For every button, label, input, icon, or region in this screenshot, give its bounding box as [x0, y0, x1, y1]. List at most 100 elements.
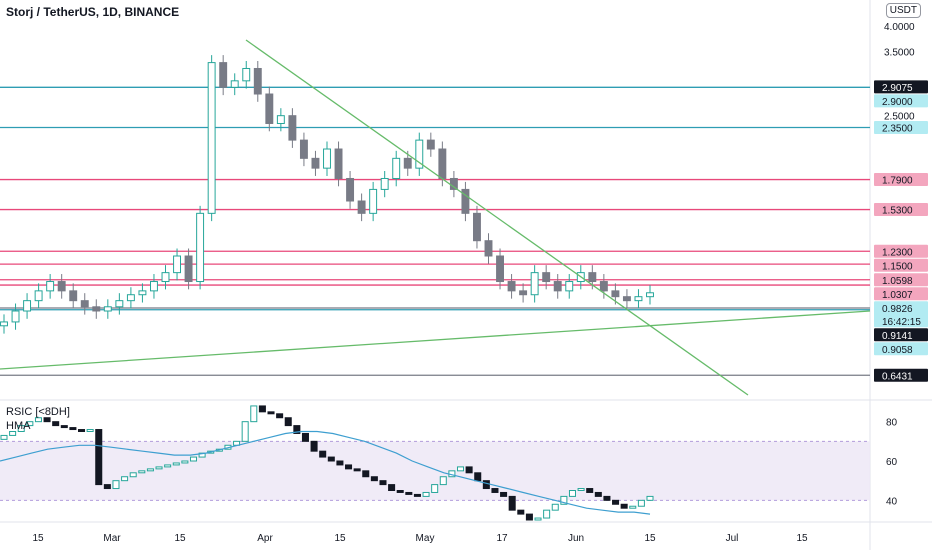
- candle-body: [103, 306, 112, 312]
- date-tick-label: Mar: [103, 533, 121, 544]
- price-level-tag-label: 1.1500: [882, 261, 913, 272]
- rsi-block: [267, 411, 275, 415]
- candle-body: [57, 281, 66, 292]
- price-level-tag-label: 0.9826: [882, 304, 913, 315]
- price-level-tag-label: 1.0307: [882, 290, 913, 301]
- price-tick-label: 4.0000: [884, 22, 915, 33]
- candle-body: [23, 300, 32, 312]
- candle-body: [507, 281, 516, 292]
- candle-body: [588, 272, 597, 283]
- rsi-block: [276, 413, 284, 419]
- candle-body: [299, 139, 308, 159]
- candle-body: [403, 157, 412, 169]
- price-level-tag-label: 0.9058: [882, 345, 913, 356]
- candle-body: [0, 321, 8, 327]
- bar-countdown-label: 16:42:15: [882, 317, 921, 328]
- rsi-block: [172, 462, 180, 466]
- rsi-block: [431, 484, 439, 493]
- rsi-block: [146, 468, 154, 472]
- candle-body: [553, 281, 562, 292]
- rsi-block: [310, 440, 318, 452]
- date-tick-label: 15: [796, 533, 808, 544]
- currency-badge[interactable]: USDT: [885, 3, 921, 18]
- candle-body: [484, 240, 493, 257]
- rsi-block: [336, 460, 344, 466]
- rsi-block: [69, 427, 77, 431]
- rsi-block: [121, 476, 129, 482]
- candle-body: [346, 177, 355, 202]
- rsi-block: [241, 421, 249, 442]
- price-level-tag: [874, 301, 928, 328]
- price-level-tag: [874, 342, 928, 356]
- price-level-tag: [874, 121, 928, 135]
- rsi-block: [112, 480, 120, 490]
- candle-body: [219, 62, 228, 88]
- rsi-tick-label: 40: [886, 496, 898, 507]
- candle-body: [80, 300, 89, 308]
- candle-body: [253, 67, 262, 95]
- rsi-block: [500, 491, 508, 497]
- date-tick-label: 15: [174, 533, 186, 544]
- rsi-block: [413, 493, 421, 497]
- date-tick-label: 15: [334, 533, 346, 544]
- rsi-block: [465, 466, 473, 474]
- candle-body: [207, 62, 216, 214]
- rsi-block: [551, 503, 559, 511]
- rsi-block: [17, 425, 25, 433]
- rsi-block: [629, 505, 637, 509]
- candle-body: [426, 139, 435, 150]
- candle-body: [599, 281, 608, 292]
- candle-body: [380, 177, 389, 190]
- candle-body: [622, 296, 631, 302]
- price-tick-label: 3.5000: [884, 47, 915, 58]
- candle-body: [265, 93, 274, 124]
- date-tick-label: 15: [644, 533, 656, 544]
- rsi-block: [370, 476, 378, 482]
- rsi-block: [52, 421, 60, 427]
- rsi-block: [568, 490, 576, 497]
- rsi-block: [293, 425, 301, 434]
- candle-body: [69, 290, 78, 302]
- rsi-block: [189, 456, 198, 462]
- candle-body: [519, 290, 528, 296]
- price-level-tag: [874, 80, 928, 94]
- rsi-block: [637, 499, 645, 507]
- price-level-tag-label: 2.9000: [882, 97, 913, 108]
- rsi-block: [60, 425, 68, 429]
- rsi-label-line2: HMA: [6, 420, 31, 432]
- rsi-block: [543, 509, 551, 519]
- candle-body: [565, 281, 574, 292]
- date-tick-label: Apr: [257, 533, 273, 544]
- rsi-block: [129, 472, 137, 478]
- price-level-tag-label: 2.9075: [882, 83, 913, 94]
- date-tick-label: May: [416, 533, 435, 544]
- rsi-block: [396, 490, 404, 493]
- candle-body: [311, 157, 320, 169]
- date-tick-label: Jun: [568, 533, 584, 544]
- rsi-block: [612, 499, 620, 505]
- rsi-block: [301, 432, 309, 442]
- candle-body: [276, 115, 285, 124]
- price-level-tag-label: 1.2300: [882, 247, 913, 258]
- hma-line: [0, 430, 651, 515]
- symbol-title: Storj / TetherUS, 1D, BINANCE: [6, 5, 180, 19]
- rsi-block: [577, 488, 585, 491]
- rsi-block: [594, 491, 602, 497]
- rsi-block: [362, 470, 370, 478]
- rsi-block: [620, 503, 628, 509]
- price-level-tag-label: 2.3500: [882, 124, 913, 135]
- price-level-tag: [874, 203, 928, 217]
- rsi-block: [560, 495, 568, 505]
- rsi-block: [86, 429, 94, 432]
- rsi-block: [319, 450, 327, 458]
- price-tick-label: 2.5000: [884, 112, 915, 123]
- price-level-tag: [874, 368, 928, 382]
- price-level-tag-label: 1.5300: [882, 206, 913, 217]
- candle-body: [542, 272, 551, 283]
- rsi-block: [534, 517, 542, 521]
- candle-body: [357, 200, 366, 214]
- rsi-block: [26, 421, 34, 427]
- rsi-block: [250, 405, 258, 423]
